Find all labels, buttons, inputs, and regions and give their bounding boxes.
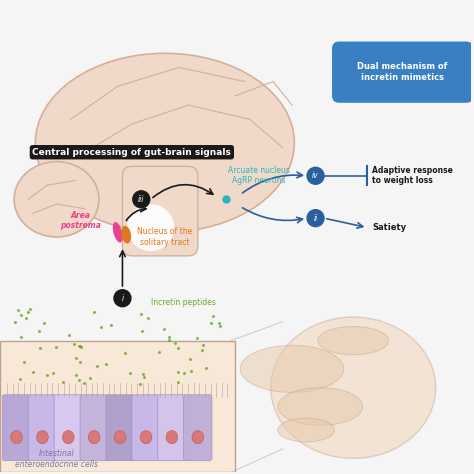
Text: Arcuate nucleus
AgRP neurons: Arcuate nucleus AgRP neurons (228, 166, 290, 185)
Ellipse shape (278, 388, 363, 425)
Ellipse shape (140, 430, 152, 444)
Ellipse shape (192, 430, 204, 444)
Ellipse shape (127, 204, 174, 251)
Text: Incretin peptides: Incretin peptides (151, 299, 216, 308)
Text: Dual mechanism of
incretin mimetics: Dual mechanism of incretin mimetics (357, 63, 448, 82)
FancyBboxPatch shape (2, 395, 31, 461)
Ellipse shape (36, 430, 48, 444)
Text: Satiety: Satiety (372, 223, 406, 232)
Ellipse shape (63, 430, 74, 444)
FancyBboxPatch shape (332, 42, 474, 103)
Ellipse shape (121, 226, 131, 244)
Ellipse shape (10, 430, 22, 444)
Circle shape (133, 191, 150, 208)
Text: Area
postrema: Area postrema (60, 211, 100, 230)
FancyBboxPatch shape (183, 395, 212, 461)
Ellipse shape (166, 430, 178, 444)
Text: ii: ii (313, 214, 318, 223)
Ellipse shape (14, 162, 99, 237)
FancyBboxPatch shape (158, 395, 186, 461)
Text: i: i (121, 294, 124, 303)
Ellipse shape (318, 327, 389, 355)
Circle shape (307, 167, 324, 184)
Ellipse shape (271, 317, 436, 458)
FancyBboxPatch shape (132, 395, 160, 461)
Circle shape (307, 210, 324, 227)
FancyBboxPatch shape (106, 395, 134, 461)
FancyBboxPatch shape (54, 395, 82, 461)
FancyBboxPatch shape (122, 166, 198, 256)
Ellipse shape (278, 419, 334, 442)
Ellipse shape (113, 222, 123, 243)
Ellipse shape (88, 430, 100, 444)
Ellipse shape (114, 430, 126, 444)
Bar (0, 341, 236, 473)
FancyBboxPatch shape (28, 395, 56, 461)
Ellipse shape (240, 346, 344, 392)
Circle shape (114, 290, 131, 307)
FancyBboxPatch shape (80, 395, 109, 461)
Text: iii: iii (138, 195, 145, 204)
Text: iv: iv (312, 171, 319, 180)
Text: Nucleus of the
solitary tract: Nucleus of the solitary tract (137, 228, 192, 246)
Text: Adaptive response
to weight loss: Adaptive response to weight loss (372, 166, 453, 185)
Ellipse shape (36, 54, 294, 232)
Text: Central processing of gut-brain signals: Central processing of gut-brain signals (32, 148, 231, 157)
Text: Intestinal
enteroendocrine cells: Intestinal enteroendocrine cells (15, 449, 98, 469)
